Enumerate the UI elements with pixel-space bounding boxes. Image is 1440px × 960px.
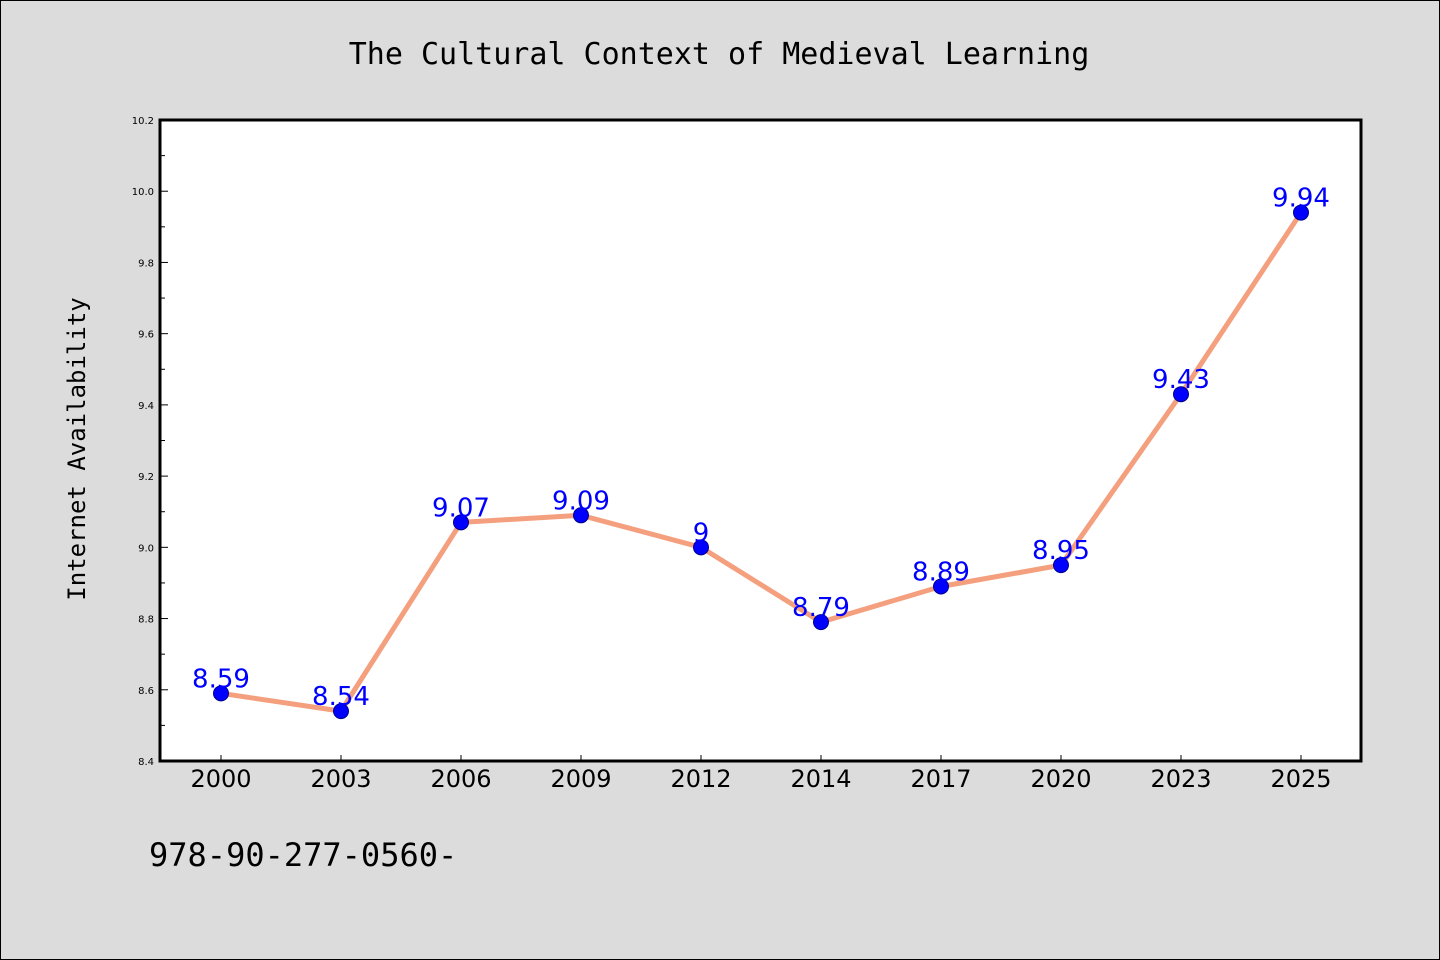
y-tick-label: 10.2 (132, 116, 154, 127)
plot-area (158, 118, 1363, 763)
y-tick-label: 9.6 (138, 330, 154, 341)
data-labels: 8.59 8.54 9.07 9.09 9 8.79 8.89 8.95 9.43 9.94 (192, 184, 1330, 713)
x-tick-label: 2003 (310, 765, 371, 793)
data-label: 9 (693, 518, 710, 548)
x-tick-label: 2012 (670, 765, 731, 793)
data-label: 9.07 (432, 493, 490, 523)
y-axis: 8.4 8.6 8.8 9.0 9.2 9.4 9.6 9.8 10.0 10.2 (132, 116, 168, 768)
data-label: 8.95 (1032, 536, 1090, 566)
data-label: 9.94 (1272, 184, 1330, 214)
data-point (813, 614, 829, 631)
data-label: 9.43 (1152, 365, 1210, 395)
x-tick-label: 2025 (1270, 765, 1331, 793)
chart-title: The Cultural Context of Medieval Learnin… (349, 37, 1090, 72)
x-tick-label: 2009 (550, 765, 611, 793)
y-tick-label: 9.8 (138, 258, 154, 269)
data-label: 9.09 (552, 486, 610, 516)
y-axis-label: Internet Availability (63, 297, 91, 600)
x-tick-label: 2000 (190, 765, 251, 793)
data-point (213, 685, 229, 702)
x-tick-label: 2014 (790, 765, 851, 793)
x-tick-label: 2020 (1030, 765, 1091, 793)
data-point (453, 514, 469, 531)
y-tick-label: 9.4 (138, 401, 154, 412)
series-line (220, 211, 1304, 714)
data-point (933, 578, 949, 595)
x-tick-label: 2023 (1150, 765, 1211, 793)
data-point (1173, 386, 1189, 403)
series-line-group (213, 204, 1309, 720)
data-point (1293, 204, 1309, 221)
data-label: 8.89 (912, 558, 970, 588)
y-tick-label: 9.0 (138, 543, 154, 554)
data-point (333, 703, 349, 720)
data-label: 8.54 (312, 682, 370, 712)
y-tick-label: 10.0 (132, 187, 154, 198)
footer-isbn-text: 978-90-277-0560- (149, 836, 457, 874)
data-label: 8.79 (792, 593, 850, 623)
data-label: 8.59 (192, 664, 250, 694)
x-tick-label: 2017 (910, 765, 971, 793)
y-tick-label: 8.6 (138, 686, 154, 697)
y-tick-label: 9.2 (138, 472, 154, 483)
y-tick-label: 8.4 (138, 757, 154, 768)
x-axis: 2000 2003 2006 2009 2012 2014 2017 2020 2023 2025 (190, 755, 1332, 793)
data-point (693, 539, 709, 556)
y-tick-label: 8.8 (138, 615, 154, 626)
data-point (573, 507, 589, 524)
data-point (1053, 557, 1069, 574)
x-tick-label: 2006 (430, 765, 491, 793)
